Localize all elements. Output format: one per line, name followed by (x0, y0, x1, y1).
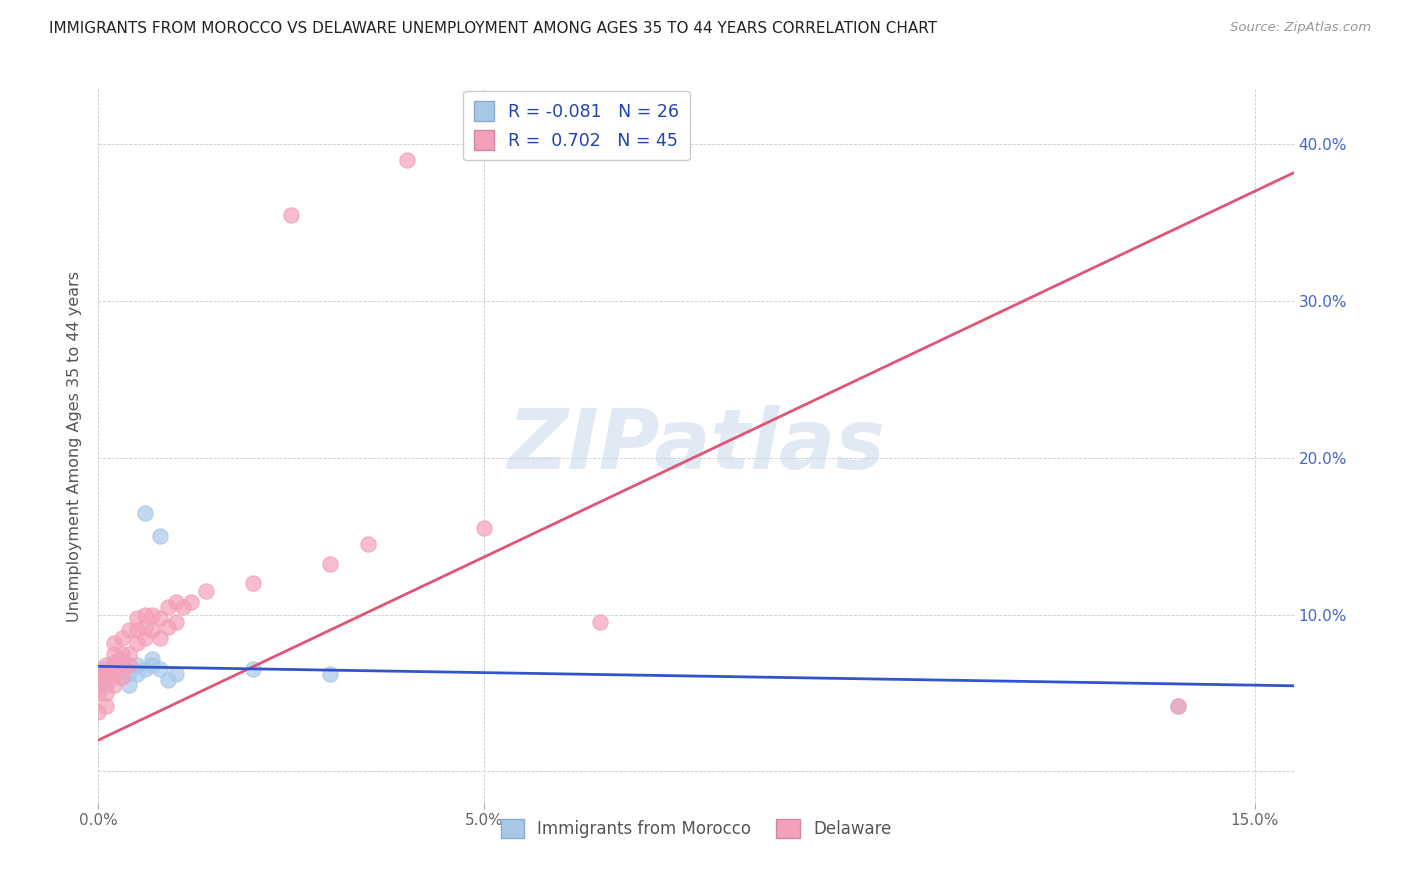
Point (87, 678, 110, 692)
Point (134, 506, 156, 520)
Point (118, 647, 141, 661)
Point (94, 686, 117, 700)
Point (134, 631, 156, 645)
Point (180, 595, 202, 609)
Point (110, 670, 132, 684)
Point (118, 624, 141, 638)
Point (1167, 698, 1189, 713)
Point (125, 667, 148, 681)
Point (588, 615, 610, 630)
Point (172, 599, 194, 614)
Point (165, 595, 187, 609)
Point (103, 647, 125, 661)
Point (110, 657, 132, 672)
Point (165, 667, 187, 681)
Point (149, 611, 172, 625)
Point (472, 521, 495, 535)
Text: IMMIGRANTS FROM MOROCCO VS DELAWARE UNEMPLOYMENT AMONG AGES 35 TO 44 YEARS CORRE: IMMIGRANTS FROM MOROCCO VS DELAWARE UNEM… (49, 21, 938, 36)
Point (319, 667, 342, 681)
Legend: Immigrants from Morocco, Delaware: Immigrants from Morocco, Delaware (494, 812, 898, 845)
Point (103, 667, 125, 681)
Point (134, 620, 156, 634)
Point (110, 657, 132, 672)
Text: ZIPatlas: ZIPatlas (508, 406, 884, 486)
Point (156, 599, 179, 614)
Point (118, 678, 141, 692)
Point (94, 657, 117, 672)
Point (242, 663, 264, 677)
Point (280, 208, 302, 222)
Point (134, 607, 156, 622)
Point (156, 673, 179, 688)
Y-axis label: Unemployment Among Ages 35 to 44 years: Unemployment Among Ages 35 to 44 years (67, 270, 83, 622)
Text: Source: ZipAtlas.com: Source: ZipAtlas.com (1230, 21, 1371, 34)
Point (87, 686, 110, 700)
Point (125, 611, 148, 625)
Point (87, 670, 110, 684)
Point (195, 584, 218, 599)
Point (141, 651, 163, 665)
Point (103, 678, 125, 692)
Point (141, 607, 163, 622)
Point (118, 665, 141, 680)
Point (149, 663, 172, 677)
Point (110, 670, 132, 684)
Point (125, 657, 148, 672)
Point (141, 624, 163, 638)
Point (242, 576, 264, 591)
Point (94, 698, 117, 713)
Point (319, 558, 342, 572)
Point (110, 651, 132, 665)
Point (125, 636, 148, 650)
Point (149, 529, 172, 543)
Point (87, 663, 110, 677)
Point (118, 657, 141, 672)
Point (357, 537, 380, 551)
Point (94, 663, 117, 677)
Point (165, 615, 187, 630)
Point (103, 670, 125, 684)
Point (134, 663, 156, 677)
Point (156, 620, 179, 634)
Point (103, 655, 125, 669)
Point (141, 657, 163, 672)
Point (149, 631, 172, 645)
Point (395, 153, 418, 167)
Point (125, 624, 148, 638)
Point (94, 678, 117, 692)
Point (110, 631, 132, 645)
Point (118, 657, 141, 672)
Point (87, 705, 110, 719)
Point (1167, 698, 1189, 713)
Point (110, 647, 132, 661)
Point (103, 636, 125, 650)
Point (94, 667, 117, 681)
Point (103, 663, 125, 677)
Point (94, 673, 117, 688)
Point (103, 657, 125, 672)
